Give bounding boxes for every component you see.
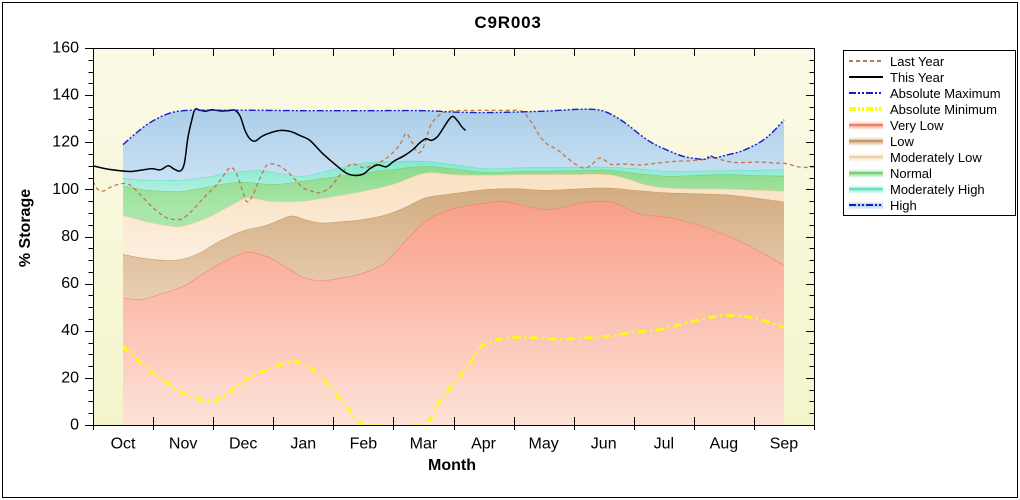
legend-label: This Year — [890, 69, 945, 85]
legend: Last Year This Year Absolute Maximum Absolu… — [843, 50, 1016, 216]
legend-swatch-edge-line — [849, 124, 883, 126]
legend-swatch-normal — [849, 168, 883, 178]
legend-swatch-moderately-low — [849, 152, 883, 162]
chart-title: C9R003 — [474, 13, 542, 32]
legend-item-moderately-low: Moderately Low — [844, 150, 1015, 165]
legend-item-normal: Normal — [844, 166, 1015, 181]
legend-swatch-very-low — [849, 120, 883, 130]
legend-item-last-year: Last Year — [844, 54, 1015, 69]
legend-swatch-this-year-line-icon — [849, 76, 883, 78]
legend-label: High — [890, 197, 917, 213]
legend-swatch-absolute-minimum-line-icon — [849, 107, 883, 111]
x-axis-title: Month — [428, 457, 476, 474]
legend-swatch-edge-line — [849, 156, 883, 158]
legend-swatch-high — [849, 200, 883, 210]
legend-swatch-edge-line — [849, 140, 883, 142]
legend-swatch-edge-line — [849, 172, 883, 174]
legend-swatch-absolute-maximum-line-icon — [849, 92, 883, 94]
legend-label: Absolute Minimum — [890, 101, 997, 117]
legend-label: Absolute Maximum — [890, 85, 1001, 101]
legend-label: Moderately Low — [890, 149, 982, 165]
legend-label: Very Low — [890, 117, 944, 133]
legend-item-absolute-minimum: Absolute Minimum — [844, 102, 1015, 117]
legend-label: Last Year — [890, 53, 945, 69]
legend-label: Moderately High — [890, 181, 985, 197]
legend-item-moderately-high: Moderately High — [844, 182, 1015, 197]
legend-item-low: Low — [844, 134, 1015, 149]
y-axis-title: % Storage — [17, 188, 34, 268]
legend-label: Normal — [890, 165, 932, 181]
legend-swatch-edge-line — [849, 204, 883, 206]
legend-item-high: High — [844, 198, 1015, 213]
legend-label: Low — [890, 133, 914, 149]
legend-swatch-edge-line — [849, 188, 883, 190]
legend-swatch-last-year-line-icon — [849, 60, 883, 62]
legend-item-absolute-maximum: Absolute Maximum — [844, 86, 1015, 101]
legend-item-this-year: This Year — [844, 70, 1015, 85]
legend-item-very-low: Very Low — [844, 118, 1015, 133]
legend-swatch-moderately-high — [849, 184, 883, 194]
legend-swatch-low — [849, 136, 883, 146]
